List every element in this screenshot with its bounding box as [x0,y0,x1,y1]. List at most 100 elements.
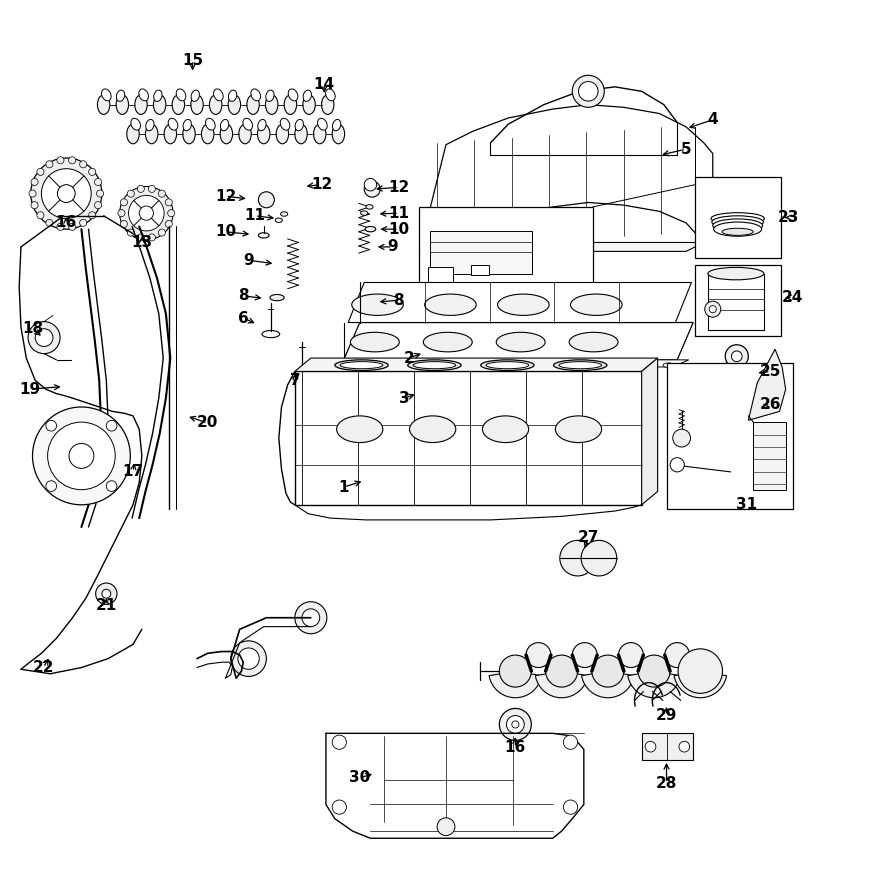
Circle shape [69,224,76,231]
Text: 11: 11 [388,206,409,221]
Circle shape [165,221,172,227]
Ellipse shape [569,333,618,352]
Ellipse shape [559,362,601,368]
Circle shape [30,158,102,229]
Ellipse shape [303,90,311,101]
Circle shape [564,735,578,749]
Circle shape [79,219,87,226]
Ellipse shape [251,89,260,101]
Circle shape [437,818,455,836]
Circle shape [165,198,172,206]
Ellipse shape [351,361,394,366]
Ellipse shape [425,294,476,316]
Ellipse shape [498,361,541,366]
Ellipse shape [116,90,125,101]
Circle shape [128,190,135,198]
Circle shape [128,229,135,236]
Polygon shape [748,350,786,420]
Polygon shape [419,105,713,251]
Text: 6: 6 [238,310,249,325]
Text: 4: 4 [707,113,718,127]
Ellipse shape [556,416,601,443]
Text: 7: 7 [290,373,300,388]
Ellipse shape [333,120,341,131]
Ellipse shape [270,294,285,300]
Circle shape [47,422,115,490]
Circle shape [95,583,117,604]
Ellipse shape [295,120,303,131]
Circle shape [332,800,346,814]
Ellipse shape [277,124,289,144]
Ellipse shape [340,362,383,368]
Circle shape [120,198,128,206]
Circle shape [259,192,275,207]
Circle shape [37,168,44,175]
Ellipse shape [169,118,178,131]
Ellipse shape [127,124,139,144]
Circle shape [45,481,56,492]
Circle shape [709,306,716,313]
Ellipse shape [183,120,192,131]
Circle shape [560,540,595,576]
Text: 12: 12 [311,177,332,192]
Text: 18: 18 [22,321,43,336]
Ellipse shape [365,226,376,232]
Circle shape [678,649,723,694]
Ellipse shape [318,118,327,131]
Bar [695,177,781,258]
Ellipse shape [258,124,270,144]
Text: 17: 17 [122,464,144,479]
Circle shape [31,201,38,208]
Text: 19: 19 [20,382,40,397]
Circle shape [238,648,260,670]
Circle shape [45,161,53,168]
Ellipse shape [220,120,228,131]
Circle shape [546,655,578,687]
Ellipse shape [116,95,128,114]
Ellipse shape [153,90,162,101]
Ellipse shape [145,124,158,144]
Ellipse shape [571,294,622,316]
Ellipse shape [351,363,362,367]
Ellipse shape [481,360,534,370]
Polygon shape [753,422,786,490]
Text: 5: 5 [681,141,691,156]
Ellipse shape [351,333,400,352]
Circle shape [573,75,604,107]
Polygon shape [708,274,764,330]
Wedge shape [628,671,681,697]
Ellipse shape [164,124,177,144]
Circle shape [95,201,102,208]
Ellipse shape [712,215,764,228]
Circle shape [79,161,87,168]
Ellipse shape [713,219,763,232]
Ellipse shape [486,362,529,368]
Text: 23: 23 [778,210,799,225]
Ellipse shape [483,416,529,443]
Circle shape [88,168,95,175]
Bar [430,231,533,274]
Ellipse shape [220,124,233,144]
Circle shape [106,481,117,492]
Bar [666,363,793,510]
Circle shape [582,540,616,576]
Ellipse shape [413,362,456,368]
Circle shape [120,221,128,227]
Text: 27: 27 [578,530,599,545]
Ellipse shape [239,124,252,144]
Ellipse shape [262,331,280,338]
Ellipse shape [202,124,214,144]
Circle shape [128,196,164,231]
Ellipse shape [360,211,368,215]
Text: 28: 28 [656,776,677,790]
Ellipse shape [266,90,274,101]
Circle shape [118,209,125,216]
Polygon shape [295,371,641,505]
Circle shape [139,206,153,220]
Circle shape [158,190,165,198]
Ellipse shape [714,382,743,401]
Ellipse shape [351,294,403,316]
Ellipse shape [744,398,762,410]
Ellipse shape [191,95,203,114]
Polygon shape [348,283,691,323]
